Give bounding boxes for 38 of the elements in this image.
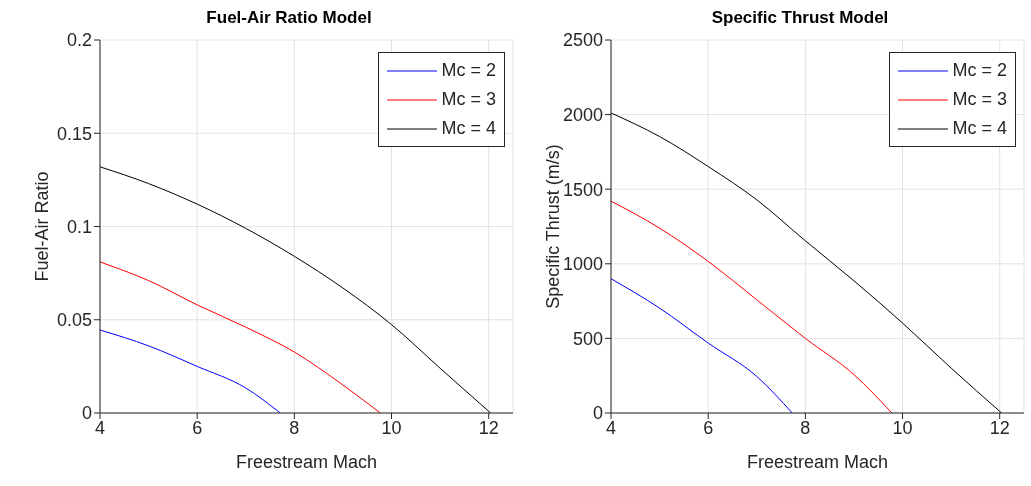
y-tick-label: 0.05 [56,310,92,331]
y-tick-label: 2000 [562,104,603,125]
y-tick-label: 500 [572,328,603,349]
y-tick-label: 1500 [562,179,603,200]
x-tick-label: 12 [478,417,499,438]
legend-label: Mc = 2 [441,59,496,82]
line-series [100,329,281,413]
line-series [611,200,893,413]
legend-label: Mc = 3 [952,88,1007,111]
chart-title: Specific Thrust Model [710,8,890,29]
x-axis-title: Freestream Mach [746,452,889,472]
y-tick-label: 0.1 [66,216,92,237]
x-tick-label: 6 [703,417,714,438]
legend-label: Mc = 2 [952,59,1007,82]
y-tick-label: 0 [592,403,603,424]
y-tick-label: 0 [81,403,92,424]
y-axis-title: Specific Thrust (m/s) [543,144,564,309]
x-tick-label: 12 [989,417,1010,438]
y-tick-label: 0.15 [56,123,92,144]
line-series [611,278,793,413]
y-tick-label: 0.2 [66,30,92,51]
legend-label: Mc = 4 [952,117,1007,140]
x-tick-label: 4 [605,417,617,438]
x-tick-label: 8 [289,417,300,438]
legend-label: Mc = 3 [441,88,496,111]
x-tick-label: 10 [381,417,402,438]
y-tick-label: 1000 [562,254,603,275]
y-axis-title: Fuel-Air Ratio [32,171,53,282]
y-tick-label: 2500 [562,30,603,51]
x-tick-label: 8 [800,417,811,438]
x-tick-label: 10 [892,417,913,438]
line-series [100,261,381,413]
chart-title: Fuel-Air Ratio Model [205,8,373,29]
x-axis-title: Freestream Mach [235,452,378,472]
x-tick-label: 4 [94,417,106,438]
line-series [100,166,492,413]
legend-label: Mc = 4 [441,117,496,140]
x-tick-label: 6 [192,417,203,438]
